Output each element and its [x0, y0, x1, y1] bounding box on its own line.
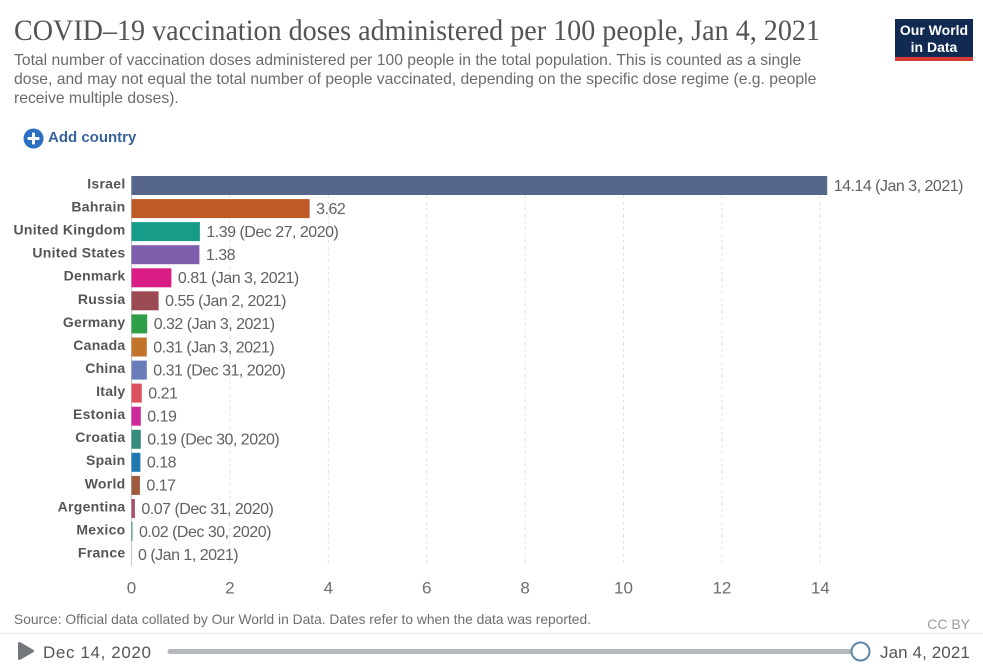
- svg-text:2: 2: [225, 579, 234, 598]
- svg-text:10: 10: [614, 579, 633, 598]
- svg-text:Argentina: Argentina: [58, 498, 126, 514]
- svg-text:Canada: Canada: [73, 337, 125, 353]
- svg-text:6: 6: [422, 579, 431, 598]
- svg-text:Italy: Italy: [96, 383, 125, 399]
- svg-text:14.14 (Jan 3, 2021): 14.14 (Jan 3, 2021): [834, 178, 963, 195]
- svg-text:1.38: 1.38: [206, 247, 236, 264]
- svg-text:China: China: [85, 360, 125, 376]
- svg-text:Spain: Spain: [86, 452, 126, 468]
- svg-text:8: 8: [520, 579, 529, 598]
- svg-text:World: World: [85, 475, 126, 491]
- svg-text:Estonia: Estonia: [73, 406, 126, 422]
- svg-text:Israel: Israel: [87, 175, 125, 191]
- svg-text:14: 14: [811, 579, 830, 598]
- svg-text:3.62: 3.62: [316, 201, 346, 218]
- svg-text:United States: United States: [32, 245, 125, 261]
- svg-text:0.31 (Dec 31, 2020): 0.31 (Dec 31, 2020): [153, 362, 285, 379]
- svg-text:United Kingdom: United Kingdom: [13, 222, 125, 238]
- svg-text:0.21: 0.21: [148, 385, 178, 402]
- svg-text:0: 0: [127, 579, 136, 598]
- svg-text:0.02 (Dec 30, 2020): 0.02 (Dec 30, 2020): [139, 524, 271, 541]
- svg-text:0.17: 0.17: [146, 478, 176, 495]
- svg-text:France: France: [78, 545, 126, 561]
- svg-text:0.18: 0.18: [147, 455, 177, 472]
- svg-text:0.07 (Dec 31, 2020): 0.07 (Dec 31, 2020): [141, 501, 273, 518]
- svg-text:Germany: Germany: [63, 314, 126, 330]
- svg-text:12: 12: [712, 579, 731, 598]
- svg-text:0.32 (Jan 3, 2021): 0.32 (Jan 3, 2021): [154, 316, 275, 333]
- svg-text:0.55 (Jan 2, 2021): 0.55 (Jan 2, 2021): [165, 293, 286, 310]
- svg-text:Mexico: Mexico: [76, 521, 125, 537]
- svg-text:Denmark: Denmark: [64, 268, 126, 284]
- svg-text:Russia: Russia: [78, 291, 126, 307]
- svg-text:0.19: 0.19: [147, 409, 177, 426]
- svg-text:0.31 (Jan 3, 2021): 0.31 (Jan 3, 2021): [153, 339, 274, 356]
- svg-text:Croatia: Croatia: [75, 429, 125, 445]
- svg-text:0 (Jan 1, 2021): 0 (Jan 1, 2021): [138, 547, 238, 564]
- svg-text:1.39 (Dec 27, 2020): 1.39 (Dec 27, 2020): [206, 224, 338, 241]
- svg-text:Bahrain: Bahrain: [71, 199, 125, 215]
- svg-text:4: 4: [324, 579, 333, 598]
- svg-text:0.81 (Jan 3, 2021): 0.81 (Jan 3, 2021): [178, 270, 299, 287]
- svg-text:0.19 (Dec 30, 2020): 0.19 (Dec 30, 2020): [147, 432, 279, 449]
